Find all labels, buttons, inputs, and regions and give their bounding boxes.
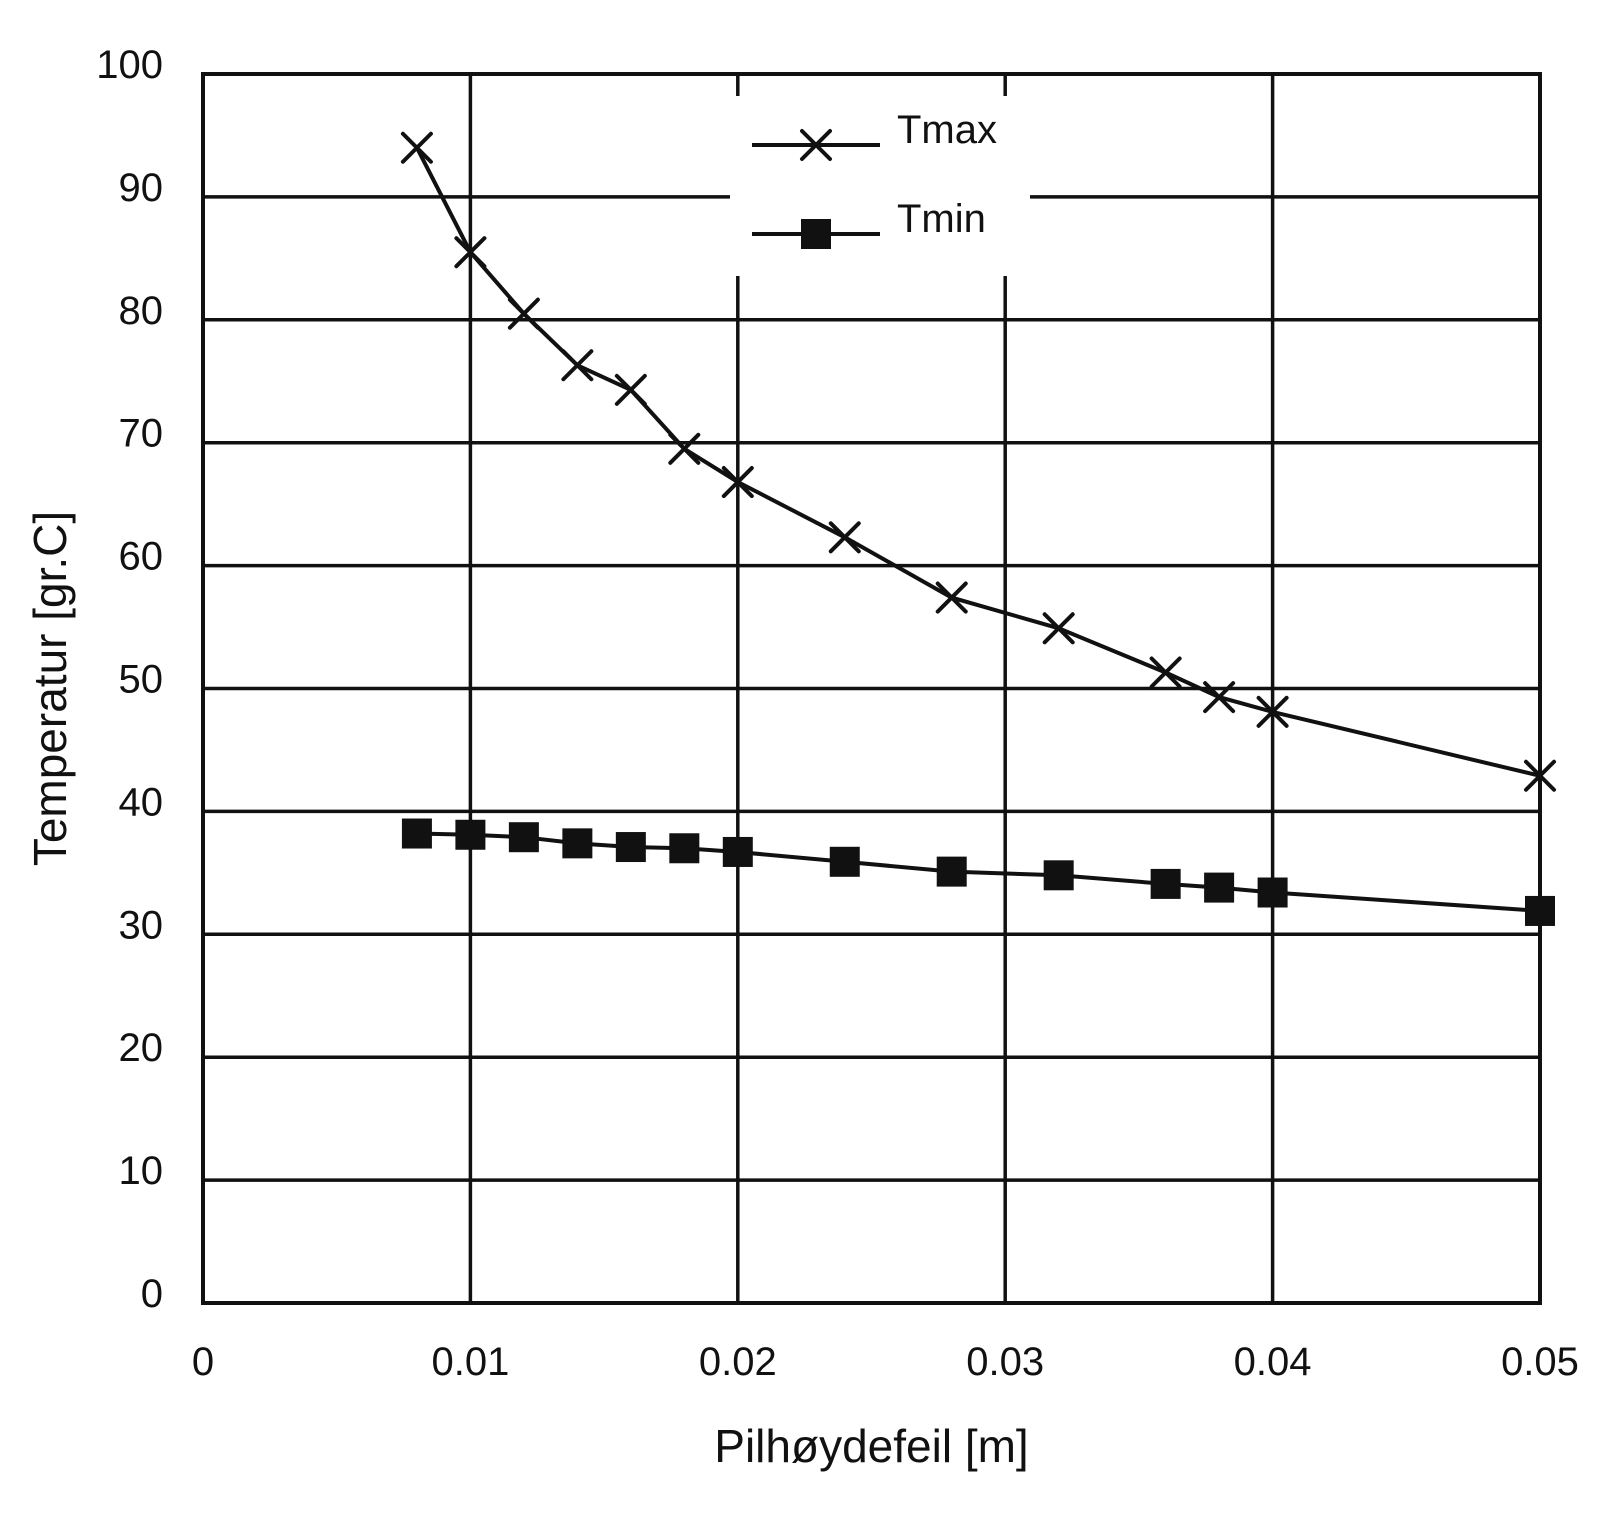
square-marker bbox=[562, 828, 593, 859]
x-marker-stroke bbox=[454, 236, 487, 269]
y-axis-title: Temperatur [gr.C] bbox=[24, 511, 76, 866]
x-marker-stroke bbox=[400, 131, 433, 164]
x-marker bbox=[668, 432, 701, 465]
square-marker bbox=[1150, 868, 1181, 899]
x-marker-stroke bbox=[668, 432, 701, 465]
legend: Tmax Tmin bbox=[730, 96, 1030, 276]
x-marker bbox=[507, 297, 540, 330]
x-marker-stroke bbox=[935, 581, 968, 614]
x-tick-label: 0.03 bbox=[966, 1340, 1044, 1384]
series-group bbox=[400, 131, 1556, 926]
y-tick-label: 40 bbox=[119, 780, 164, 824]
y-tick-label: 100 bbox=[96, 43, 163, 87]
x-marker-stroke bbox=[1149, 656, 1182, 689]
y-tick-label: 70 bbox=[119, 412, 164, 456]
x-marker-stroke bbox=[507, 297, 540, 330]
x-marker bbox=[828, 521, 861, 554]
plot-area-frame bbox=[201, 72, 1542, 1305]
x-marker bbox=[561, 349, 594, 382]
x-marker bbox=[800, 129, 832, 161]
x-marker bbox=[454, 236, 487, 269]
x-marker-stroke bbox=[561, 349, 594, 382]
square-marker bbox=[936, 856, 967, 887]
y-tick-label: 30 bbox=[119, 903, 164, 947]
square-marker bbox=[829, 846, 860, 877]
x-tick-label: 0 bbox=[192, 1340, 214, 1384]
legend-box bbox=[730, 96, 1030, 276]
y-tick-label: 20 bbox=[119, 1026, 164, 1070]
x-marker bbox=[935, 581, 968, 614]
square-marker bbox=[1043, 860, 1074, 891]
square-marker bbox=[455, 819, 486, 850]
legend-label-tmax: Tmax bbox=[897, 108, 997, 152]
square-marker bbox=[615, 832, 646, 863]
x-marker bbox=[1042, 612, 1075, 645]
series-tmax bbox=[400, 131, 1556, 792]
x-tick-label: 0.01 bbox=[431, 1340, 509, 1384]
x-marker-stroke bbox=[614, 373, 647, 406]
x-marker-stroke bbox=[828, 521, 861, 554]
x-marker-stroke bbox=[800, 129, 832, 161]
x-marker bbox=[1149, 656, 1182, 689]
y-tick-label: 80 bbox=[119, 289, 164, 333]
x-marker bbox=[400, 131, 433, 164]
square-marker bbox=[801, 219, 831, 249]
x-marker-stroke bbox=[1256, 695, 1289, 728]
gridlines bbox=[203, 74, 1540, 1303]
square-marker bbox=[508, 822, 539, 853]
tick-labels: 0 10 20 30 40 50 60 70 80 90 100 0 0.01 0.02 0.03 0.04 0… bbox=[96, 43, 1579, 1384]
square-marker bbox=[722, 836, 753, 867]
y-tick-label: 90 bbox=[119, 166, 164, 210]
x-tick-label: 0.05 bbox=[1501, 1340, 1579, 1384]
series-tmin bbox=[401, 818, 1555, 926]
square-marker bbox=[401, 818, 432, 849]
x-marker bbox=[1203, 681, 1236, 714]
x-marker-stroke bbox=[1042, 612, 1075, 645]
x-marker bbox=[614, 373, 647, 406]
y-tick-label: 50 bbox=[119, 658, 164, 702]
square-marker bbox=[1204, 872, 1235, 903]
x-tick-label: 0.02 bbox=[699, 1340, 777, 1384]
square-marker bbox=[669, 833, 700, 864]
x-tick-label: 0.04 bbox=[1234, 1340, 1312, 1384]
x-marker bbox=[1256, 695, 1289, 728]
x-marker-stroke bbox=[721, 466, 754, 499]
square-marker bbox=[1257, 877, 1288, 908]
x-marker bbox=[721, 466, 754, 499]
x-axis-title: Pilhøydefeil [m] bbox=[714, 1420, 1028, 1472]
x-marker-stroke bbox=[1203, 681, 1236, 714]
y-tick-label: 60 bbox=[119, 535, 164, 579]
legend-label-tmin: Tmin bbox=[897, 197, 986, 241]
y-tick-label: 0 bbox=[141, 1272, 163, 1316]
y-tick-label: 10 bbox=[119, 1149, 164, 1193]
